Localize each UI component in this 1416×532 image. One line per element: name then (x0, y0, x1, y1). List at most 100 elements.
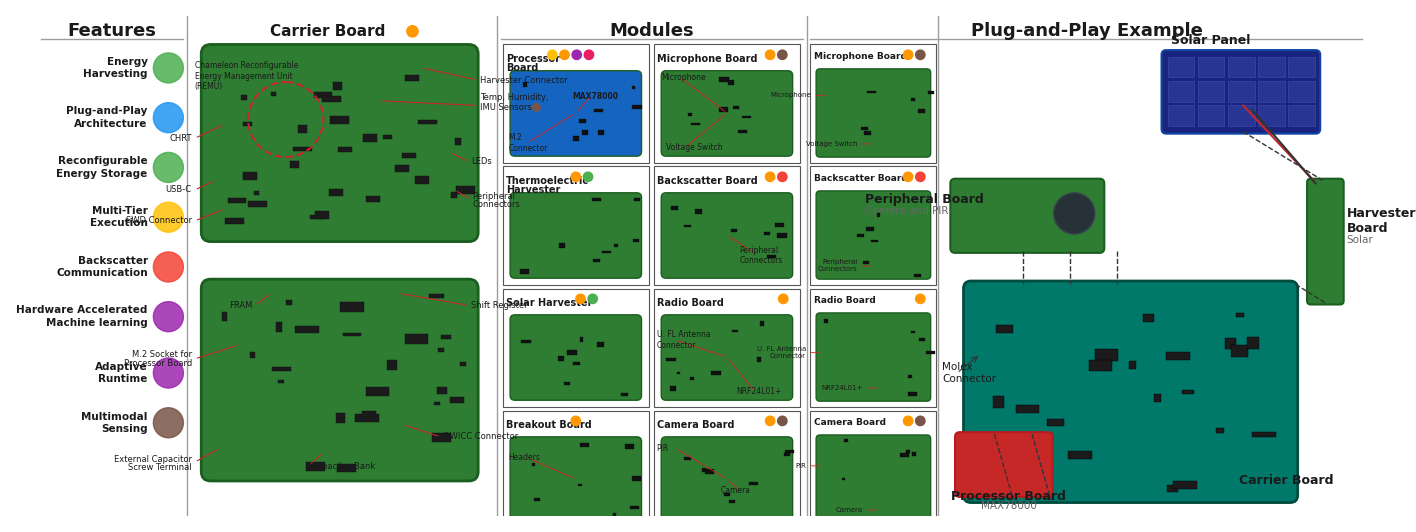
Bar (558, 356, 565, 361)
Bar (382, 135, 392, 139)
Text: Features: Features (68, 22, 157, 40)
Text: U. FL Antenna
Connector: U. FL Antenna Connector (756, 346, 806, 359)
Bar (568, 350, 576, 355)
Bar (1289, 57, 1314, 77)
Bar (1259, 57, 1284, 77)
Bar (1167, 485, 1178, 492)
Bar (573, 362, 579, 364)
Bar (531, 463, 535, 466)
Bar (367, 196, 379, 202)
Bar (844, 439, 848, 442)
Text: NRF24L01+: NRF24L01+ (821, 385, 864, 391)
Bar (903, 517, 912, 521)
Circle shape (777, 172, 787, 181)
Bar (272, 368, 290, 371)
Bar (582, 130, 588, 135)
Circle shape (916, 416, 925, 426)
Text: External Capacitor: External Capacitor (113, 455, 191, 464)
Bar (429, 294, 443, 298)
Bar (450, 397, 464, 403)
Text: Radio Board: Radio Board (657, 298, 725, 308)
Bar (336, 413, 346, 423)
Text: IMU Sensors: IMU Sensors (480, 103, 532, 112)
Bar (338, 147, 353, 152)
Bar (857, 234, 864, 237)
Bar (1168, 105, 1195, 126)
Text: Microphone Board: Microphone Board (814, 52, 908, 61)
Bar (1228, 57, 1255, 77)
Text: Molex
Connector: Molex Connector (942, 362, 995, 384)
Bar (684, 225, 691, 228)
Bar (919, 338, 926, 342)
Bar (1003, 457, 1014, 462)
Circle shape (571, 172, 581, 181)
Text: Plug-and-Play Example: Plug-and-Play Example (970, 22, 1202, 40)
Bar (906, 451, 910, 453)
Text: Energy
Harvesting: Energy Harvesting (84, 57, 147, 79)
Bar (503, 288, 649, 407)
Bar (983, 467, 994, 471)
Text: U. FL Antenna
Connector: U. FL Antenna Connector (657, 330, 711, 350)
FancyBboxPatch shape (201, 279, 479, 481)
Bar (654, 167, 800, 285)
Text: Backscatter Board: Backscatter Board (814, 174, 908, 183)
Bar (579, 337, 583, 342)
Bar (452, 192, 457, 198)
Text: PIR: PIR (657, 444, 668, 453)
Bar (1225, 338, 1236, 349)
Text: Board: Board (507, 63, 538, 73)
Bar (654, 288, 800, 407)
Bar (435, 402, 440, 405)
Bar (810, 288, 936, 407)
Bar (1154, 394, 1161, 402)
Text: Peripheral Board: Peripheral Board (865, 193, 984, 206)
Circle shape (572, 50, 582, 60)
Circle shape (153, 152, 184, 182)
Bar (295, 326, 319, 333)
Bar (286, 300, 292, 305)
Bar (841, 478, 845, 480)
Bar (667, 359, 675, 361)
Text: MAX78000: MAX78000 (572, 92, 617, 101)
Bar (1068, 451, 1092, 459)
Bar (524, 82, 527, 87)
Circle shape (916, 50, 925, 60)
Bar (632, 86, 636, 89)
Text: Headers: Headers (508, 453, 539, 462)
Bar (993, 396, 1004, 408)
Bar (343, 332, 361, 336)
Bar (633, 105, 641, 109)
Bar (225, 218, 244, 223)
Text: Adaptive
Runtime: Adaptive Runtime (95, 362, 147, 384)
Bar (581, 443, 589, 447)
Text: NRF24L01+: NRF24L01+ (736, 387, 782, 396)
Bar (293, 147, 312, 151)
FancyBboxPatch shape (1161, 50, 1320, 134)
Bar (824, 319, 828, 323)
FancyBboxPatch shape (661, 71, 793, 156)
Bar (777, 234, 787, 238)
FancyBboxPatch shape (1307, 179, 1344, 304)
Bar (1252, 433, 1276, 437)
Bar (784, 453, 790, 456)
Text: Camera Board: Camera Board (814, 418, 886, 427)
Bar (784, 450, 794, 453)
Bar (810, 411, 936, 529)
Bar (598, 343, 603, 347)
Circle shape (153, 252, 184, 282)
Bar (355, 414, 379, 421)
Bar (503, 411, 649, 529)
Text: Connectors: Connectors (473, 201, 521, 210)
Bar (671, 206, 678, 210)
Text: Backscatter
Communication: Backscatter Communication (57, 256, 147, 278)
Bar (613, 513, 616, 516)
FancyBboxPatch shape (816, 191, 930, 279)
Bar (297, 125, 307, 133)
Circle shape (916, 172, 925, 181)
FancyBboxPatch shape (816, 313, 930, 401)
Text: Multimodal
Sensing: Multimodal Sensing (81, 412, 147, 434)
Bar (732, 106, 739, 109)
Bar (632, 476, 641, 481)
Bar (867, 90, 875, 94)
Text: Radio Board: Radio Board (814, 296, 877, 305)
